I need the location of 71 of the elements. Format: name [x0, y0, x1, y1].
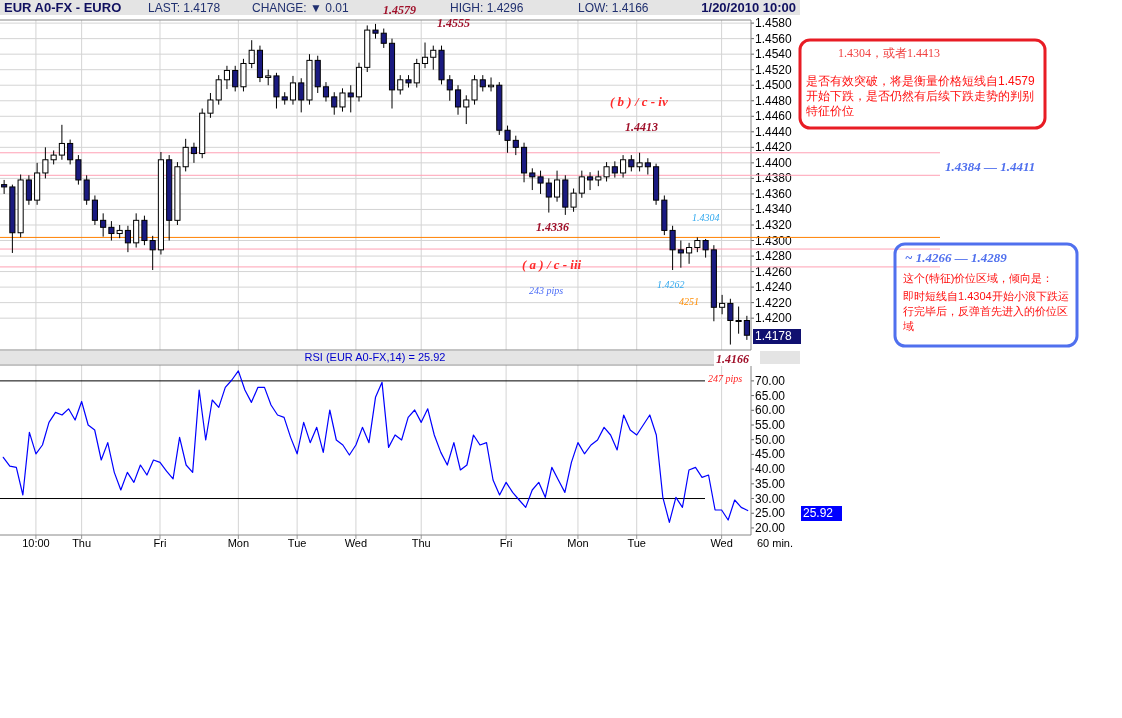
- y-tick-label: 1.4520: [755, 62, 793, 77]
- y-tick-label: 1.4300: [755, 233, 793, 248]
- text: 1.4384 — 1.4411: [945, 159, 1036, 174]
- annotation: 1.4336: [536, 220, 569, 234]
- y-tick-label: 1.4480: [755, 93, 793, 108]
- y-tick-label: 45.00: [755, 447, 786, 462]
- y-tick-label: 20.00: [755, 520, 786, 535]
- y-tick-label: 1.4220: [755, 295, 793, 310]
- annotation: 1.4555: [437, 16, 470, 30]
- x-axis-title: 60 min.: [756, 537, 794, 549]
- text: CHANGE: ▼ 0.01: [252, 1, 349, 15]
- y-tick-label: 1.4560: [755, 31, 793, 46]
- text: 1.4579: [383, 3, 416, 17]
- y-tick-label: 25.00: [755, 506, 786, 521]
- y-tick-label: 60.00: [755, 403, 786, 418]
- annotation: 1.4413: [625, 120, 658, 134]
- x-tick-label: 10:00: [22, 537, 50, 549]
- y-tick-label: 1.4580: [755, 16, 793, 31]
- annotation: 247 pips: [708, 373, 743, 384]
- text: 这个(特征)价位区域，倾向是：: [903, 271, 1055, 286]
- y-tick-label: 65.00: [755, 388, 786, 403]
- text: HIGH: 1.4296: [450, 1, 524, 15]
- line-series: [2, 370, 749, 523]
- annotation: ( b ) / c - iv: [610, 94, 668, 109]
- x-tick-label: Fri: [499, 537, 513, 549]
- text: LAST: 1.4178: [148, 1, 221, 15]
- y-tick-label: 1.4380: [755, 171, 793, 186]
- y-tick-label: 40.00: [755, 462, 786, 477]
- x-tick-label: Mon: [227, 537, 250, 549]
- y-tick-label: 70.00: [755, 373, 786, 388]
- annotation: ( a ) / c - iii: [522, 257, 582, 272]
- text: ~ 1.4266 — 1.4289: [905, 250, 1008, 265]
- y-tick-label: 1.4320: [755, 217, 793, 232]
- y-tick-label: 1.4400: [755, 155, 793, 170]
- y-tick-label: 1.4540: [755, 47, 793, 62]
- y-tick-label: 1.4440: [755, 124, 793, 139]
- text: LOW: 1.4166: [578, 1, 649, 15]
- y-tick-label: 1.4200: [755, 311, 793, 326]
- x-tick-label: Tue: [287, 537, 307, 549]
- y-tick-label: 1.4460: [755, 109, 793, 124]
- text: 是否有效突破，将是衡量价格短线自1.4579开始下跌，是否仍然有后续下跌走势的判别特征价位: [806, 74, 1036, 119]
- annotation: 243 pips: [529, 285, 564, 296]
- x-tick-label: Thu: [72, 537, 92, 549]
- text: 即时短线自1.4304开始小浪下跌运行完毕后，反弹首先进入的价位区域: [903, 289, 1070, 334]
- text: 1.4178: [755, 329, 793, 343]
- annotation: 1.4262: [657, 279, 685, 290]
- y-tick-label: 55.00: [755, 418, 786, 432]
- chart-title: RSI (EUR A0-FX,14) = 25.92: [304, 351, 446, 363]
- y-tick-label: 1.4280: [755, 249, 793, 264]
- text: 1/20/2010 10:00: [701, 0, 796, 15]
- annotation: 1.4166: [716, 352, 749, 366]
- y-tick-label: 1.4240: [755, 280, 793, 295]
- x-tick-label: Wed: [344, 537, 368, 549]
- y-tick-label: 1.4360: [755, 186, 793, 201]
- annotation: 1.4304: [692, 212, 720, 223]
- y-tick-label: 50.00: [755, 432, 786, 447]
- y-tick-label: 1.4420: [755, 140, 793, 155]
- text: 25.92: [803, 506, 834, 520]
- y-tick-label: 1.4260: [755, 264, 793, 279]
- annotation: 4251: [679, 296, 699, 307]
- y-tick-label: 35.00: [755, 476, 786, 491]
- y-tick-label: 1.4340: [755, 202, 793, 217]
- text: 1.4304，或者1.4413: [838, 46, 941, 61]
- x-tick-label: Wed: [710, 537, 733, 549]
- x-tick-label: Mon: [567, 537, 589, 549]
- chart-title: EUR A0-FX - EURO: [4, 0, 122, 15]
- x-tick-label: Tue: [627, 537, 646, 549]
- x-tick-label: Fri: [153, 537, 167, 549]
- x-tick-label: Thu: [411, 537, 431, 549]
- y-tick-label: 30.00: [755, 491, 786, 506]
- y-tick-label: 1.4500: [755, 78, 793, 93]
